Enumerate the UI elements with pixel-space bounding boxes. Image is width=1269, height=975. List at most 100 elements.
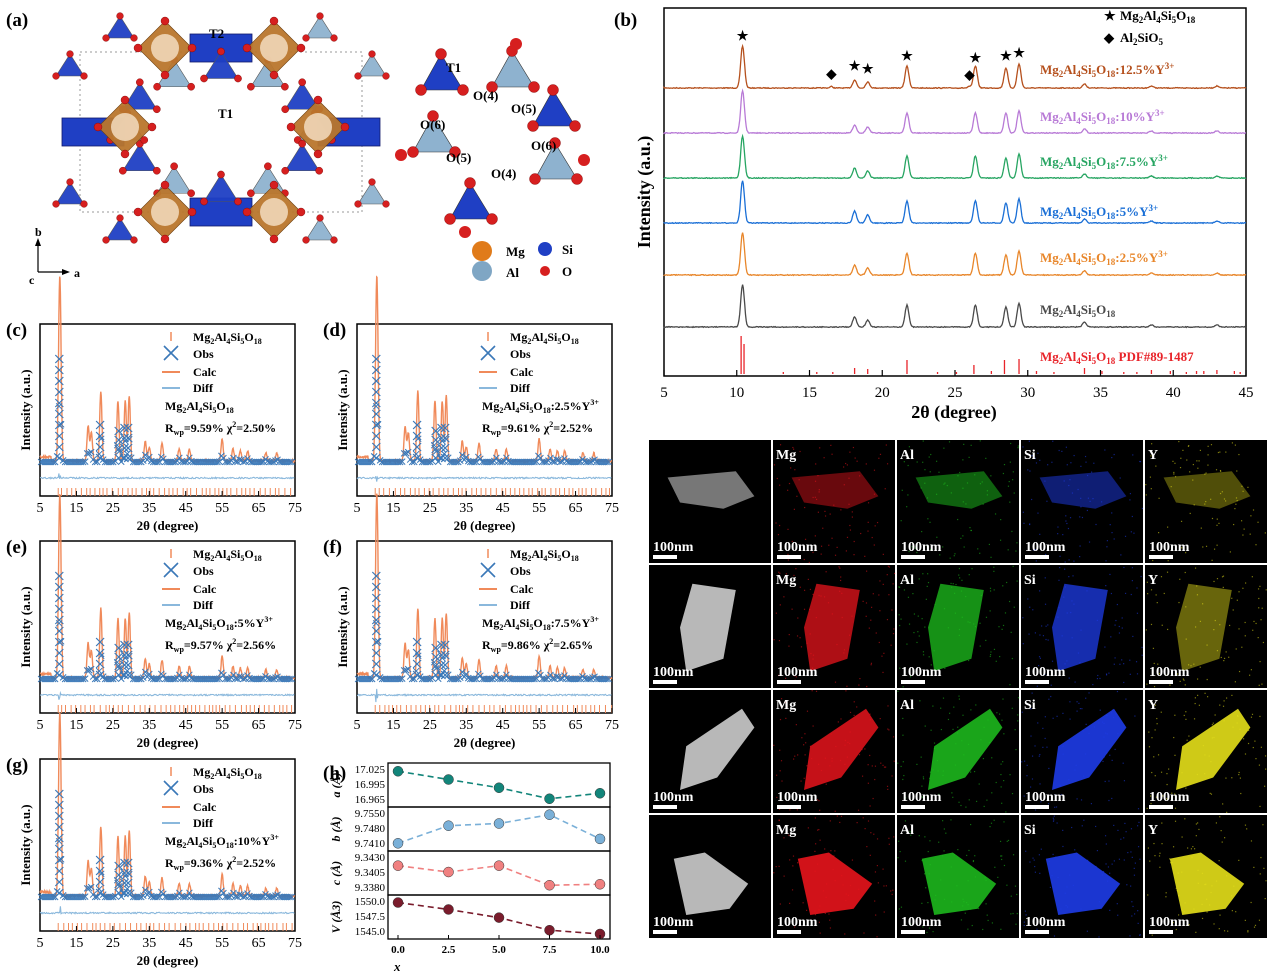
eds-noise-dot	[1228, 656, 1230, 658]
eds-noise-dot	[1008, 600, 1011, 603]
eds-noise-dot	[1136, 612, 1139, 614]
eds-noise-dot	[818, 828, 820, 831]
eds-noise-dot	[1158, 673, 1161, 675]
eds-noise-dot	[1202, 546, 1204, 548]
xrd-y-axis-title: Intensity (a.u.)	[634, 136, 655, 249]
eds-noise-dot	[797, 862, 799, 864]
obs-marker	[549, 458, 556, 465]
eds-noise-dot	[1221, 491, 1223, 493]
eds-noise-dot	[1225, 697, 1228, 699]
eds-noise-dot	[1078, 702, 1080, 704]
eds-noise-dot	[1012, 479, 1014, 481]
eds-noise-dot	[1168, 768, 1170, 770]
eds-noise-dot	[1090, 471, 1093, 473]
eds-noise-dot	[807, 827, 809, 829]
eds-particle	[1052, 708, 1127, 790]
eds-noise-dot	[834, 810, 836, 812]
ring-label-o6-left: O(6)	[420, 117, 445, 132]
obs-marker	[145, 670, 153, 678]
eds-noise-dot	[814, 480, 817, 482]
legend-diff-label: Diff	[193, 381, 214, 395]
eds-noise-dot	[1264, 755, 1267, 757]
eds-noise-dot	[1000, 855, 1002, 857]
eds-noise-dot	[1023, 921, 1025, 923]
eds-noise-dot	[1257, 588, 1260, 590]
eds-noise-dot	[986, 914, 988, 916]
diff-line	[357, 688, 612, 703]
eds-scale-bar	[901, 555, 925, 559]
obs-marker	[472, 458, 480, 466]
refinement-fit-quality: Rwp=9.57% χ2=2.56%	[165, 637, 276, 654]
eds-noise-dot	[994, 513, 997, 515]
obs-marker	[437, 433, 446, 443]
eds-noise-dot	[966, 854, 968, 857]
eds-noise-dot	[1035, 462, 1038, 464]
eds-noise-dot	[1247, 742, 1250, 745]
eds-noise-dot	[1069, 701, 1071, 703]
eds-noise-dot	[1023, 924, 1025, 927]
obs-marker	[412, 442, 422, 452]
eds-noise-dot	[921, 618, 923, 620]
eds-noise-dot	[979, 645, 981, 647]
eds-noise-dot	[1213, 923, 1215, 925]
eds-noise-dot	[1109, 909, 1111, 911]
obs-marker	[120, 433, 129, 443]
obs-marker	[371, 648, 381, 658]
eds-noise-dot	[1030, 735, 1032, 737]
eds-noise-dot	[957, 518, 959, 521]
eds-noise-dot	[1025, 850, 1027, 852]
eds-noise-dot	[1174, 807, 1177, 809]
obs-marker	[396, 458, 404, 466]
eds-noise-dot	[1139, 460, 1142, 463]
eds-noise-dot	[1073, 454, 1075, 457]
refinement-x-tick-label: 25	[106, 501, 120, 516]
eds-noise-dot	[1162, 795, 1164, 797]
eds-noise-dot	[871, 536, 873, 539]
eds-noise-dot	[1039, 872, 1041, 874]
eds-noise-dot	[882, 583, 884, 585]
refinement-x-tick-label: 5	[37, 718, 44, 733]
lattice-data-point	[493, 782, 505, 793]
obs-marker	[371, 453, 381, 463]
xrd-x-axis: 5 10 15 20 25 30 35 40 45	[660, 370, 1254, 401]
eds-noise-dot	[1047, 464, 1049, 466]
eds-noise-dot	[776, 796, 778, 799]
eds-noise-dot	[1036, 928, 1038, 930]
eds-scale-bar-label: 100nm	[1025, 790, 1066, 805]
eds-noise-dot	[970, 709, 972, 711]
eds-noise-dot	[1178, 601, 1180, 604]
eds-noise-dot	[924, 469, 926, 471]
eds-noise-dot	[1139, 858, 1141, 860]
eds-particle	[1176, 583, 1232, 672]
legend-calc-label: Calc	[193, 800, 217, 814]
eds-noise-dot	[1165, 896, 1167, 898]
eds-noise-dot	[819, 932, 821, 934]
eds-noise-dot	[1196, 594, 1199, 596]
eds-scale-bar	[901, 930, 925, 934]
eds-noise-dot	[1111, 863, 1113, 865]
eds-noise-dot	[1178, 440, 1180, 443]
eds-noise-dot	[1137, 808, 1140, 810]
eds-noise-dot	[879, 717, 881, 720]
eds-noise-dot	[1092, 683, 1094, 686]
eds-noise-dot	[1071, 826, 1073, 829]
eds-noise-dot	[1113, 824, 1115, 827]
eds-noise-dot	[907, 464, 909, 467]
eds-noise-dot	[1088, 541, 1091, 543]
eds-noise-dot	[1139, 934, 1141, 936]
obs-marker	[531, 675, 538, 683]
eds-noise-dot	[817, 829, 819, 831]
legend-obs-icon	[163, 345, 179, 361]
obs-marker	[79, 458, 87, 466]
eds-noise-dot	[804, 754, 806, 756]
eds-noise-dot	[1123, 663, 1125, 665]
legend-diff-label: Diff	[193, 598, 214, 612]
legend-calc-label: Calc	[510, 365, 534, 379]
eds-noise-dot	[858, 754, 861, 756]
eds-noise-dot	[1258, 919, 1261, 921]
eds-noise-dot	[1016, 893, 1018, 896]
eds-noise-dot	[1039, 590, 1041, 592]
eds-noise-dot	[991, 792, 993, 794]
obs-marker	[581, 674, 588, 682]
